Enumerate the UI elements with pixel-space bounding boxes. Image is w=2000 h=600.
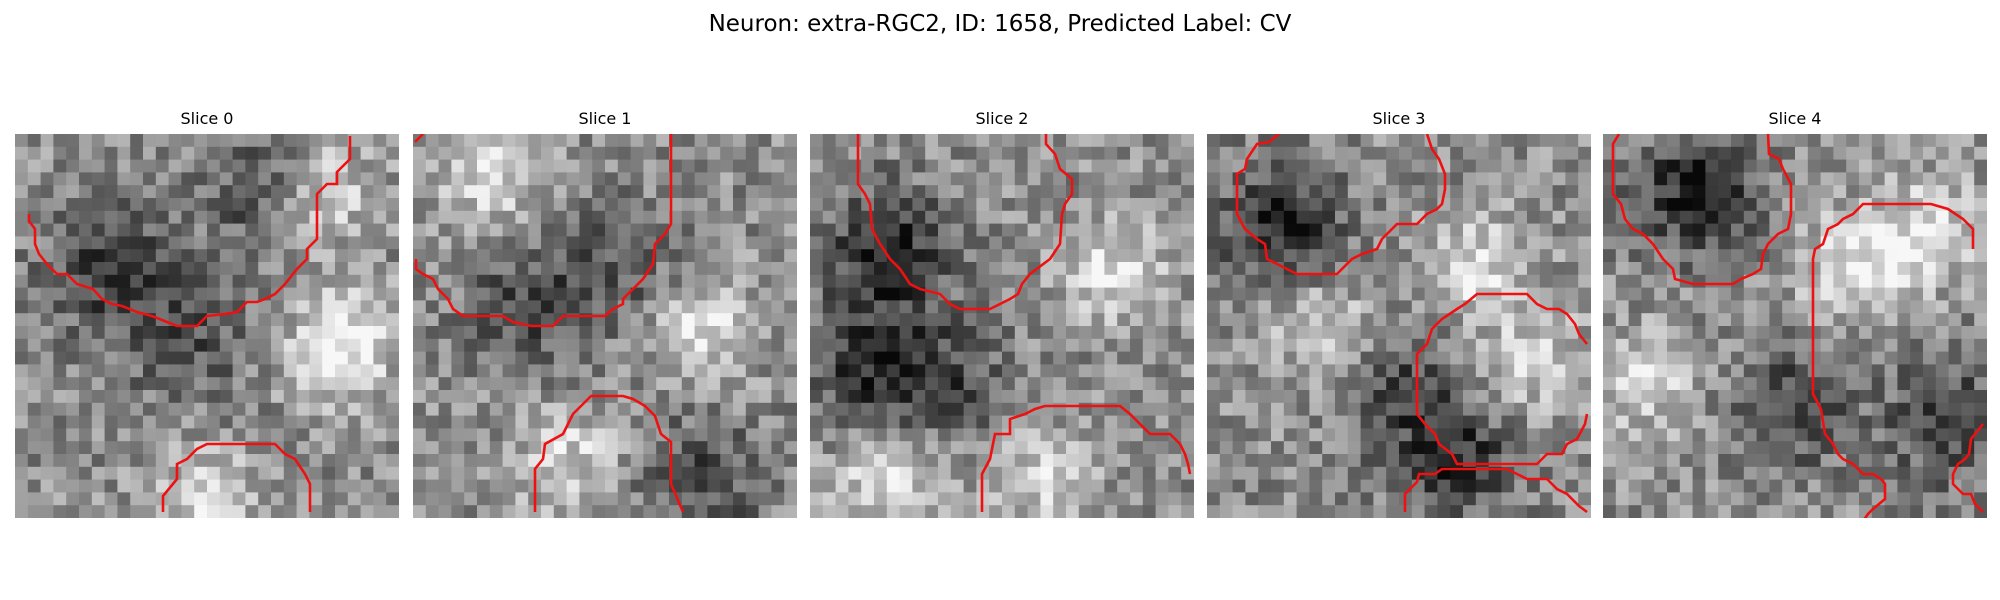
segmentation-contours bbox=[414, 134, 685, 513]
segmentation-contours bbox=[856, 134, 1192, 512]
slice-image-0 bbox=[15, 134, 399, 518]
grayscale-pixels bbox=[1603, 134, 1987, 518]
slice-title: Slice 3 bbox=[1372, 109, 1426, 128]
contour-line bbox=[980, 404, 1192, 512]
contour-line bbox=[1403, 467, 1588, 514]
contour-line bbox=[1951, 423, 1985, 513]
contour-line bbox=[161, 442, 312, 512]
slice-title: Slice 2 bbox=[975, 109, 1029, 128]
slice-image-4 bbox=[1603, 134, 1987, 518]
slice-title: Slice 1 bbox=[578, 109, 632, 128]
contour-line bbox=[414, 134, 424, 143]
figure-title: Neuron: extra-RGC2, ID: 1658, Predicted … bbox=[708, 11, 1292, 37]
contour-line bbox=[1611, 134, 1793, 286]
contour-line bbox=[1415, 292, 1589, 466]
contour-line bbox=[1811, 202, 1975, 518]
grayscale-pixels bbox=[1207, 134, 1591, 518]
contour-line bbox=[414, 134, 673, 328]
slice-title: Slice 0 bbox=[180, 109, 234, 128]
contour-line bbox=[856, 134, 1074, 311]
contour-line bbox=[27, 136, 352, 328]
segmentation-contours bbox=[1235, 134, 1589, 514]
contour-line bbox=[533, 394, 685, 513]
segmentation-contours bbox=[27, 136, 352, 512]
slice-image-3 bbox=[1207, 134, 1591, 518]
slice-image-2 bbox=[810, 134, 1194, 518]
grayscale-pixels bbox=[810, 134, 1194, 518]
slice-title: Slice 4 bbox=[1768, 109, 1822, 128]
slice-image-1 bbox=[413, 134, 797, 518]
grayscale-pixels bbox=[15, 134, 399, 518]
contour-line bbox=[1235, 134, 1447, 276]
grayscale-pixels bbox=[413, 134, 797, 518]
segmentation-contours bbox=[1611, 134, 1985, 518]
